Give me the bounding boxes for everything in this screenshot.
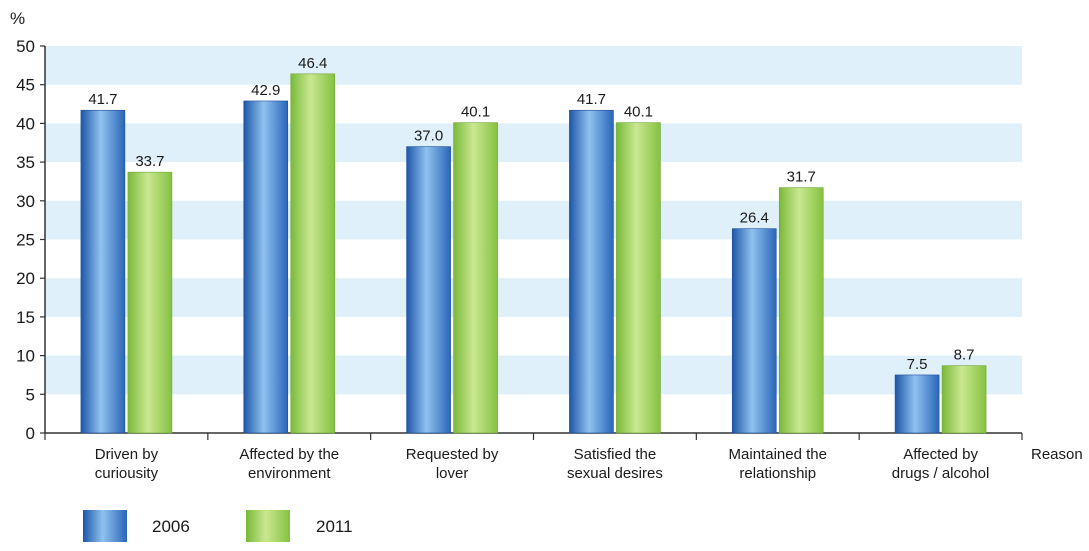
bar-2011-0 [127,171,173,434]
data-label: 41.7 [577,91,606,108]
bar-2006-3 [569,109,614,434]
x-axis-label: Reason [1031,446,1083,463]
legend-swatch-2011 [246,510,290,542]
data-label: 33.7 [135,153,164,170]
bar-2011-4 [778,187,824,434]
data-label: 42.9 [251,82,280,99]
bar-2006-0 [80,109,126,434]
data-label: 26.4 [740,210,769,227]
category-label: Satisfied the [574,446,657,463]
data-label: 37.0 [414,128,443,145]
category-label: curiousity [95,465,159,482]
y-tick-label: 30 [16,192,35,211]
bar-2011-3 [616,122,661,434]
bar-2011-5 [941,365,987,434]
y-tick-label: 10 [16,347,35,366]
category-label: Requested by [406,446,499,463]
y-tick-label: 5 [26,385,35,404]
y-tick-label: 35 [16,153,35,172]
y-tick-label: 15 [16,308,35,327]
data-label: 8.7 [954,347,975,364]
y-axis-label: % [10,9,25,28]
category-label: sexual desires [567,465,663,482]
data-label: 40.1 [624,104,653,121]
category-label: relationship [739,465,816,482]
bar-2006-1 [243,100,289,434]
y-tick-label: 20 [16,269,35,288]
category-label: drugs / alcohol [892,465,990,482]
bar-2011-2 [453,122,498,434]
y-tick-label: 40 [16,114,35,133]
y-tick-label: 50 [16,37,35,56]
y-tick-label: 0 [26,424,35,443]
y-tick-label: 45 [16,76,35,95]
legend-swatch-2006 [83,510,127,542]
data-label: 31.7 [787,169,816,186]
bar-2011-1 [290,73,336,434]
data-label: 7.5 [907,356,928,373]
category-label: Affected by [903,446,978,463]
labels: 41.7 33.7 Driven by curiousity 42.9 46.4 Affec… [88,55,1082,482]
grid-band [45,278,1022,317]
category-label: Maintained the [729,446,827,463]
category-label: environment [248,465,331,482]
grid-bands [45,46,1022,395]
category-label: Driven by [95,446,159,463]
grid-band [45,123,1022,163]
category-label: lover [436,465,469,482]
bar-2006-2 [406,146,451,434]
y-tick-label: 25 [16,231,35,250]
bar-2006-5 [894,374,940,434]
data-label: 40.1 [461,104,490,121]
category-label: Affected by the [239,446,339,463]
axes: 0 5 10 15 20 25 30 35 40 45 50% [10,9,1023,443]
grid-band [45,355,1022,395]
legend: 2006 2011 [83,510,353,542]
bar-2006-4 [731,228,777,434]
bars [80,73,987,434]
data-label: 46.4 [298,55,327,72]
data-label: 41.7 [88,91,117,108]
legend-label-2011: 2011 [316,517,353,536]
legend-label-2006: 2006 [152,517,190,536]
grid-band [45,200,1022,240]
grid-band [45,46,1022,85]
